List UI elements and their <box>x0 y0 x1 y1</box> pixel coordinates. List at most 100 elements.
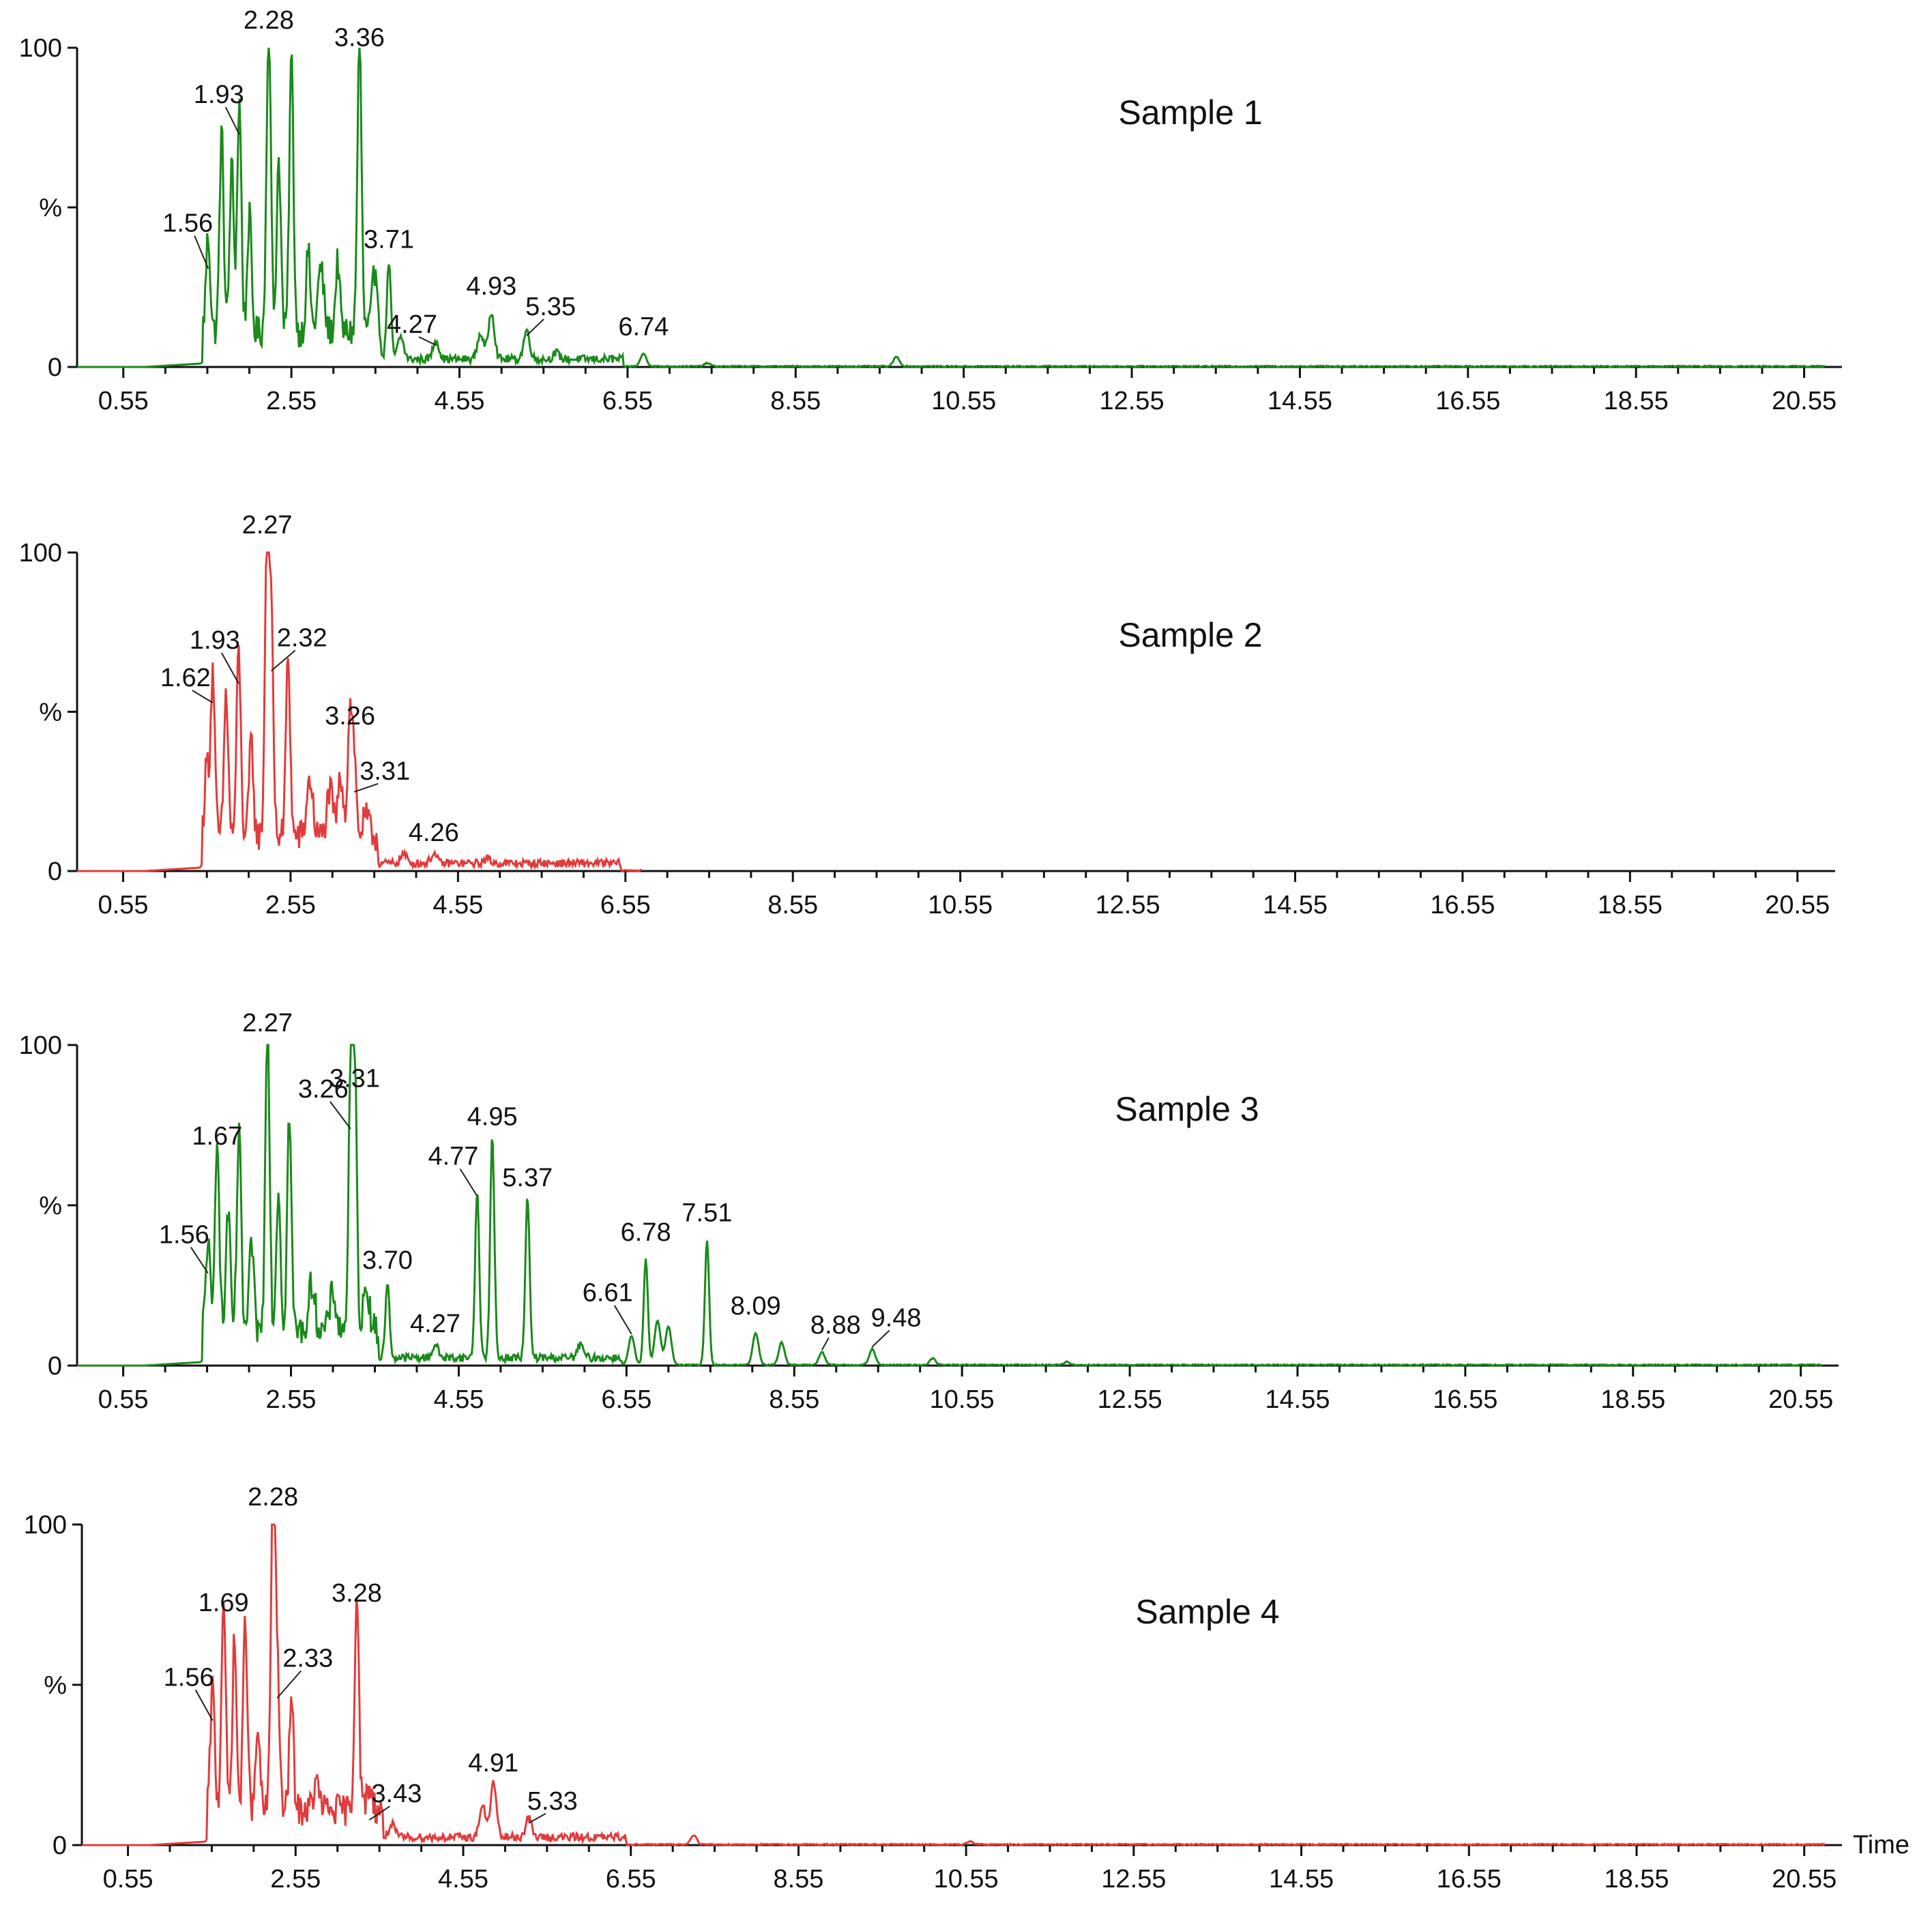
peak-label: 4.27 <box>387 310 437 339</box>
peak-label: 5.37 <box>502 1164 553 1192</box>
peak-label: 1.93 <box>194 80 244 109</box>
peak-label: 9.48 <box>871 1304 922 1333</box>
peak-label: 4.27 <box>410 1310 460 1338</box>
peak-leader <box>192 690 214 704</box>
x-tick-label: 12.55 <box>1096 891 1160 919</box>
x-tick-label: 8.55 <box>769 1385 819 1414</box>
peak-leader <box>418 336 437 346</box>
peak-label: 2.28 <box>248 1483 298 1512</box>
peak-leader <box>194 1689 214 1721</box>
chromatogram-trace <box>77 1044 1822 1368</box>
peak-label: 4.77 <box>428 1143 478 1171</box>
peak-label: 2.33 <box>282 1645 333 1673</box>
x-tick-label: 10.55 <box>931 387 996 415</box>
x-tick-label: 16.55 <box>1437 1865 1502 1894</box>
peak-label: 1.69 <box>199 1589 249 1617</box>
peak-label: 3.26 <box>298 1075 349 1104</box>
peak-leader <box>368 1806 390 1821</box>
y-tick-label: 0 <box>48 857 62 886</box>
peak-leader <box>194 235 209 269</box>
y-tick-label: 0 <box>53 1831 67 1860</box>
x-tick-label: 18.55 <box>1600 1385 1665 1414</box>
peak-label: 3.36 <box>334 23 385 52</box>
x-tick-label: 20.55 <box>1772 387 1836 415</box>
x-tick-label: 18.55 <box>1604 387 1669 415</box>
y-tick-label: 0 <box>48 1352 62 1381</box>
peak-label: 6.78 <box>621 1218 671 1247</box>
peak-leader <box>821 1337 830 1351</box>
x-tick-label: 14.55 <box>1269 1865 1334 1894</box>
x-tick-label: 0.55 <box>103 1865 153 1894</box>
y-tick-label: % <box>44 1671 67 1700</box>
x-tick-label: 4.55 <box>433 1385 484 1414</box>
peak-label: 3.71 <box>364 226 414 254</box>
x-tick-label: 16.55 <box>1430 891 1495 919</box>
x-tick-label: 18.55 <box>1604 1865 1669 1894</box>
peak-label: 1.56 <box>164 1663 214 1692</box>
x-tick-label: 10.55 <box>934 1865 999 1894</box>
chart-panel-2: 0% 100 0.55 2.55 4.55 6.55 8.55 10.55 12.55 14.55… <box>19 511 1835 919</box>
x-axis-label: Time <box>1853 1831 1909 1859</box>
peak-label: 2.32 <box>277 623 327 652</box>
peak-label: 1.93 <box>190 626 240 655</box>
peak-leader <box>613 1305 632 1335</box>
chromatogram-trace <box>82 1523 1826 1847</box>
y-tick-label: % <box>39 1192 62 1220</box>
peak-label: 7.51 <box>682 1199 732 1228</box>
peak-label: 2.27 <box>242 511 293 540</box>
x-tick-label: 8.55 <box>773 1865 823 1894</box>
x-tick-label: 6.55 <box>602 387 653 415</box>
peak-label: 3.31 <box>360 757 410 786</box>
x-tick-label: 0.55 <box>98 891 149 919</box>
x-tick-label: 14.55 <box>1263 891 1328 919</box>
chart-panel-1: 0% 100 0.55 2.55 4.55 6.55 8.55 10.55 12.55 14.55… <box>19 6 1842 415</box>
peak-label: 6.61 <box>583 1279 633 1308</box>
peak-label: 5.33 <box>527 1787 578 1816</box>
x-tick-label: 0.55 <box>98 1385 149 1414</box>
x-tick-label: 20.55 <box>1765 891 1830 919</box>
sample-title: Sample 4 <box>1135 1593 1279 1631</box>
x-tick-label: 18.55 <box>1598 891 1663 919</box>
x-tick-label: 20.55 <box>1772 1865 1836 1894</box>
x-tick-label: 2.55 <box>266 387 317 415</box>
x-tick-label: 10.55 <box>930 1385 995 1414</box>
sample-title: Sample 1 <box>1118 93 1262 132</box>
x-tick-label: 16.55 <box>1435 387 1500 415</box>
x-tick-label: 6.55 <box>606 1865 656 1894</box>
x-tick-label: 20.55 <box>1768 1385 1833 1414</box>
peak-label: 3.28 <box>332 1579 382 1608</box>
y-tick-label: % <box>39 698 62 727</box>
peak-label: 3.43 <box>371 1780 422 1808</box>
chart-panel-4: 0% 100 0.55 2.55 4.55 6.55 8.55 10.55 12.55 14.55… <box>24 1483 1909 1894</box>
y-tick-label: 100 <box>19 34 62 63</box>
peak-label: 4.91 <box>468 1749 518 1778</box>
chromatogram-trace <box>77 47 1826 369</box>
x-tick-label: 12.55 <box>1099 387 1164 415</box>
peak-label: 8.88 <box>810 1311 861 1340</box>
peak-label: 2.27 <box>242 1009 293 1037</box>
sample-title: Sample 2 <box>1118 616 1262 654</box>
chart-panel-3: 0% 100 0.55 2.55 4.55 6.55 8.55 10.55 12.55 14.55… <box>19 1009 1839 1414</box>
peak-leader <box>526 319 544 336</box>
peak-label: 1.56 <box>162 209 213 238</box>
x-tick-label: 6.55 <box>601 1385 652 1414</box>
peak-leader <box>459 1168 478 1197</box>
x-tick-label: 2.55 <box>265 891 316 919</box>
peak-leader <box>190 1246 209 1273</box>
x-tick-label: 2.55 <box>270 1865 321 1894</box>
peak-label: 5.35 <box>525 293 576 321</box>
x-tick-label: 12.55 <box>1101 1865 1166 1894</box>
x-tick-label: 10.55 <box>928 891 993 919</box>
x-tick-label: 4.55 <box>433 891 483 919</box>
x-tick-label: 14.55 <box>1265 1385 1330 1414</box>
peak-label: 3.31 <box>330 1064 380 1093</box>
x-tick-label: 16.55 <box>1433 1385 1497 1414</box>
peak-label: 3.26 <box>325 702 375 731</box>
y-tick-label: 0 <box>48 353 62 382</box>
x-tick-label: 6.55 <box>600 891 651 919</box>
chart-panels: 0% 100 0.55 2.55 4.55 6.55 8.55 10.55 12.55 14.55… <box>19 6 1909 1894</box>
peak-label: 2.28 <box>244 6 294 35</box>
peak-leader <box>271 649 296 672</box>
peak-label: 1.62 <box>160 664 211 692</box>
peak-leader <box>353 782 379 793</box>
